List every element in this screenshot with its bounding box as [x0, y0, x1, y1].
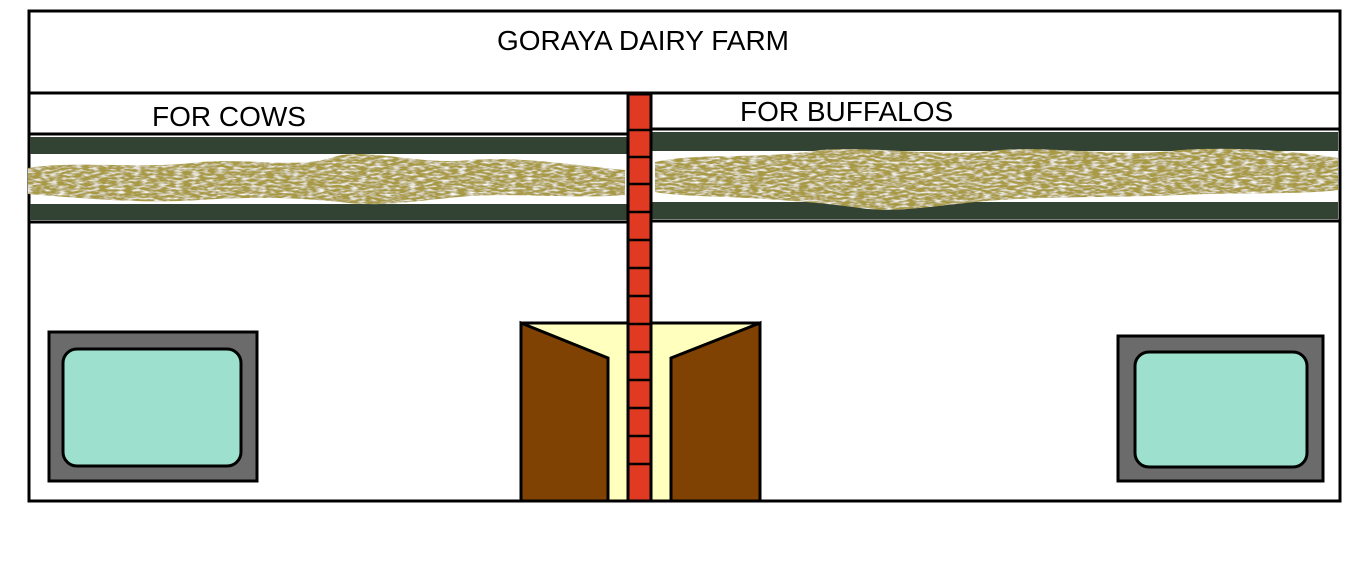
cows-straw [28, 153, 625, 205]
buffalos-section-label: FOR BUFFALOS [740, 96, 953, 127]
buffalos-straw [655, 148, 1338, 210]
cows-roof-band-top [30, 137, 627, 154]
buffalos-roof-band-top [652, 132, 1338, 151]
right-window-glass [1133, 350, 1309, 469]
right-window [1116, 334, 1325, 483]
buffalos-roof-band-bottom [652, 202, 1338, 219]
farm-title: GORAYA DAIRY FARM [497, 25, 789, 56]
left-window [47, 330, 259, 483]
right-door [669, 320, 762, 503]
left-window-glass [61, 347, 243, 468]
cows-roof-band-bottom [30, 204, 627, 220]
brick-pillar [626, 92, 653, 503]
cows-section-label: FOR COWS [152, 101, 306, 132]
